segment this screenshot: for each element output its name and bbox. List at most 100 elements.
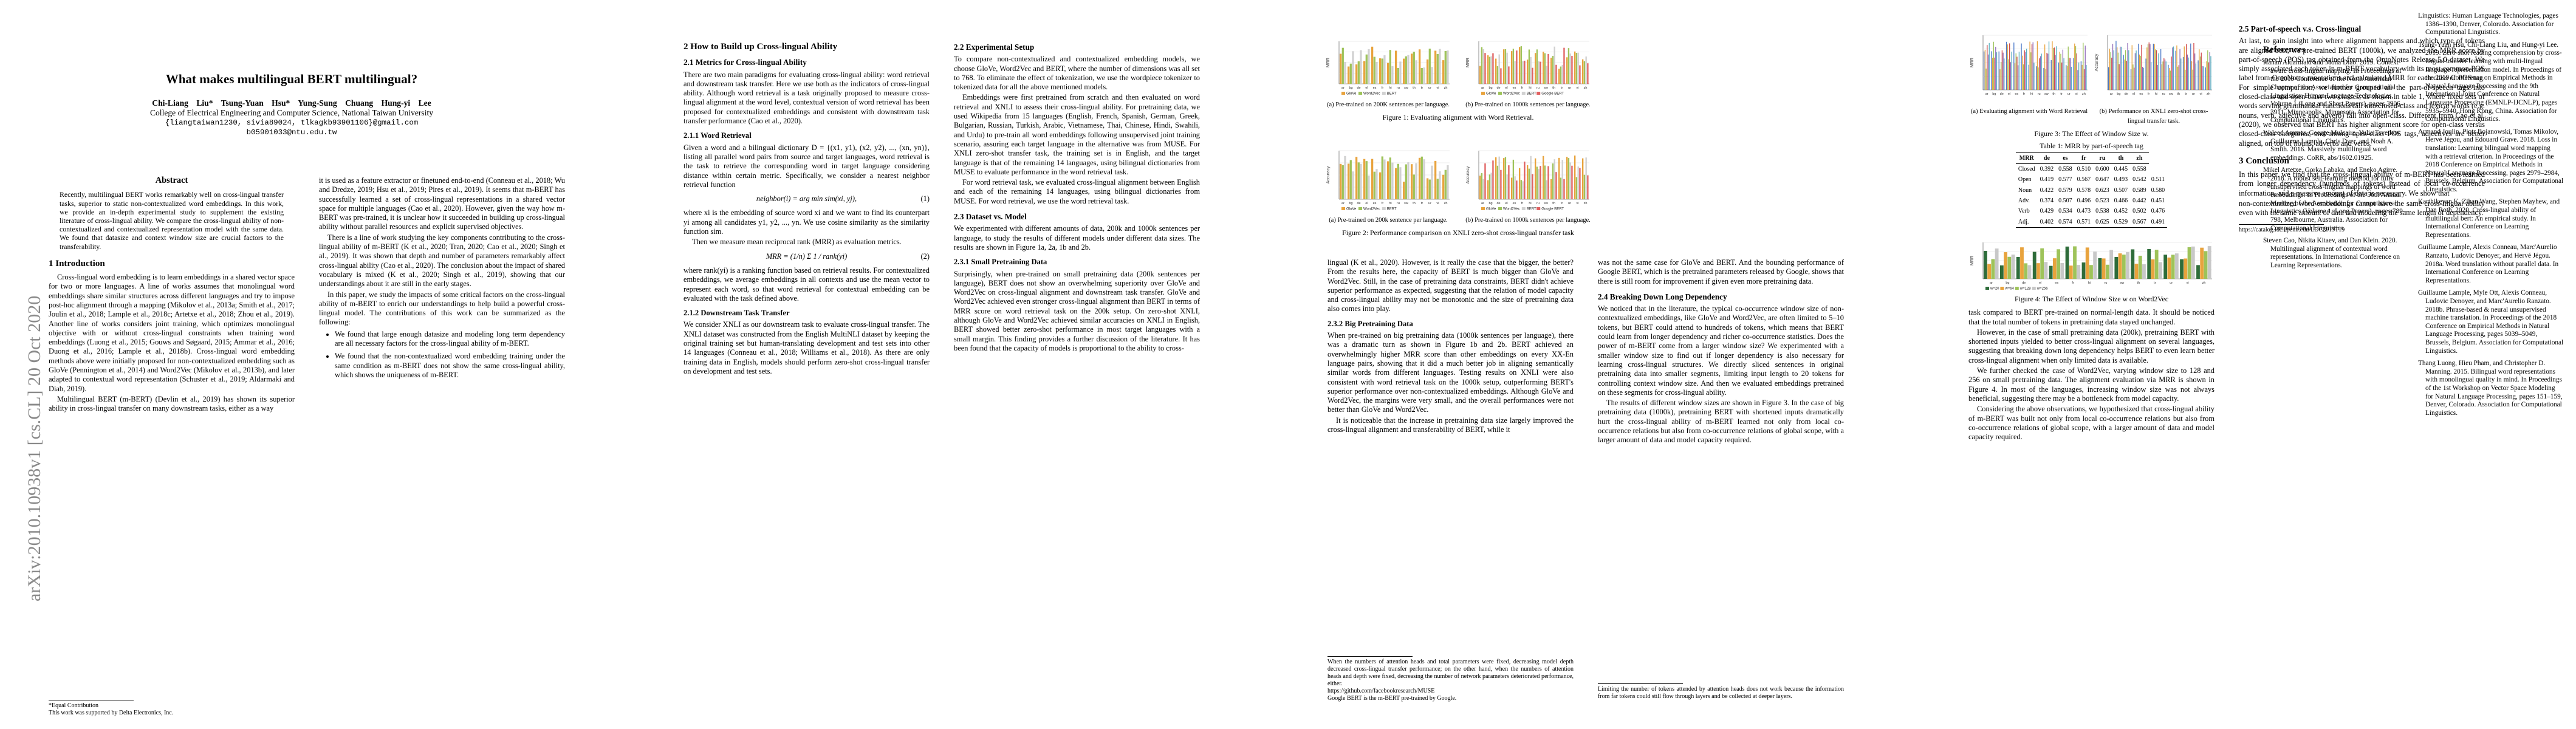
bar xyxy=(1447,50,1449,84)
bar xyxy=(1355,157,1358,199)
table-cell: 0.510 xyxy=(2077,166,2091,173)
figure-2-caption: Figure 2: Performance comparison on XNLI… xyxy=(1342,228,1574,237)
bar xyxy=(2122,255,2126,279)
bar xyxy=(2191,61,2193,90)
bar xyxy=(1571,56,1573,84)
section232-heading: 2.3.2 Big Pretraining Data xyxy=(1327,319,1413,328)
tick-label: ru xyxy=(1536,202,1540,205)
bar xyxy=(1405,56,1407,84)
bar xyxy=(2197,60,2199,90)
bar xyxy=(2114,256,2119,279)
bar xyxy=(1520,46,1523,84)
section25-heading: 2.5 Part-of-speech v.s. Cross-lingual xyxy=(2239,24,2362,33)
table-cell: 0.452 xyxy=(2114,208,2128,215)
table-row: Adj. 0.402 0.574 0.571 0.625 0.529 0.567 0.491 xyxy=(2015,216,2168,228)
section212-heading: 2.1.2 Downstream Task Transfer xyxy=(683,309,790,318)
section2-heading: 2 How to Build up Cross-lingual Ability xyxy=(683,42,838,52)
bar xyxy=(1431,165,1433,199)
bar xyxy=(2024,50,2025,90)
bar xyxy=(1535,158,1536,199)
tick-label: de xyxy=(1357,86,1360,90)
bar xyxy=(2180,259,2184,279)
page3-carry-paragraph: lingual (K et al., 2020). However, is it… xyxy=(1327,258,1574,313)
bar xyxy=(1496,165,1499,199)
page4-left-paragraph-2: However, in the case of small pretrainin… xyxy=(1968,327,2215,364)
bar xyxy=(2205,67,2207,90)
contribution-item: We found that the non-contextualized wor… xyxy=(335,352,565,380)
figure-1-caption: Figure 1: Evaluating alignment with Word… xyxy=(1382,113,1534,122)
bar xyxy=(1442,60,1445,84)
bar xyxy=(1587,63,1589,84)
bar xyxy=(1575,52,1578,84)
table-row: Verb 0.429 0.534 0.473 0.538 0.452 0.502 0.476 xyxy=(2016,206,2167,216)
section232-paragraph-b: It is noticeable that the increase in pr… xyxy=(1327,416,1574,434)
bar xyxy=(2044,44,2046,90)
bar xyxy=(2050,60,2052,90)
bar xyxy=(1540,61,1541,84)
tick-label: el xyxy=(1365,202,1368,205)
bar xyxy=(2013,42,2015,90)
bar xyxy=(1420,68,1423,84)
bar xyxy=(2073,246,2077,279)
legend-swatch xyxy=(1358,207,1362,210)
bar xyxy=(1579,168,1581,199)
bar xyxy=(2118,253,2122,279)
figure-4-chart: ar bg de el es fr hi ru sw th tr ur vi zh MRR w=20 w=64 w… xyxy=(1970,242,2212,290)
bar xyxy=(1500,68,1502,84)
bar xyxy=(2207,50,2208,90)
bar xyxy=(1379,172,1382,199)
arxiv-stamp: arXiv:2010.10938v1 [cs.CL] 20 Oct 2020 xyxy=(4,182,44,608)
tick-label: sw xyxy=(1544,86,1548,90)
bar xyxy=(1423,67,1425,84)
table-cell: 0.578 xyxy=(2077,187,2091,194)
intro-paragraph-2: Multilingual BERT (m-BERT) (Devlin et al… xyxy=(49,394,295,413)
bar xyxy=(1550,179,1552,199)
bar xyxy=(2158,262,2162,279)
footnote-rule xyxy=(1327,656,1413,659)
tick-label: bg xyxy=(1488,86,1492,90)
bar xyxy=(1479,176,1481,199)
tick-label: de xyxy=(1496,202,1500,205)
table-cell: 0.493 xyxy=(2114,176,2128,183)
table-cell: 0.579 xyxy=(2058,187,2072,194)
bar xyxy=(2165,61,2167,90)
footnote-support: This work was supported by Delta Electro… xyxy=(49,710,174,716)
table-header-cell: ru xyxy=(2093,152,2112,165)
tick-label: es xyxy=(2015,92,2018,96)
bar xyxy=(2007,44,2008,90)
page3-left-column: lingual (K et al., 2020). However, is it… xyxy=(1327,258,1574,702)
section24-paragraph-b: The results of different window sizes ar… xyxy=(1598,399,1844,445)
table-cell: 0.542 xyxy=(2132,176,2146,183)
y-axis-label: Accuracy xyxy=(2095,53,2099,71)
bar xyxy=(2124,59,2125,90)
bar xyxy=(2138,43,2139,90)
tick-label: sw xyxy=(2169,92,2173,96)
bar xyxy=(1563,179,1565,199)
bar xyxy=(1344,156,1346,199)
bar xyxy=(1999,69,2001,90)
bar xyxy=(1516,180,1518,199)
tick-label: sw xyxy=(2044,92,2049,96)
bar xyxy=(2025,52,2026,90)
table-cell: 0.534 xyxy=(2058,208,2072,215)
bar xyxy=(1427,59,1429,84)
tick-label: de xyxy=(1496,86,1500,90)
page4-left-paragraph-3: We further checked the case of Word2Vec,… xyxy=(1968,366,2215,403)
bar xyxy=(1567,158,1570,199)
tick-label: de xyxy=(1357,202,1360,205)
bar xyxy=(2011,255,2015,279)
bar xyxy=(1503,158,1505,199)
bar xyxy=(2120,46,2122,90)
bar xyxy=(1427,178,1429,199)
bar xyxy=(1530,56,1532,84)
bar xyxy=(1349,63,1352,84)
bar xyxy=(1413,52,1415,84)
tick-label: ru xyxy=(1397,86,1400,90)
bar xyxy=(1434,160,1437,199)
legend-swatch xyxy=(1498,92,1502,95)
bar xyxy=(2008,59,2009,90)
bar xyxy=(1558,157,1560,199)
legend-label: BERT xyxy=(1387,92,1397,96)
mrr-table: MRR de es fr ru th zh Closed 0.392 0.558 0.510 0.60… xyxy=(2015,152,2168,228)
bar xyxy=(1528,49,1530,84)
